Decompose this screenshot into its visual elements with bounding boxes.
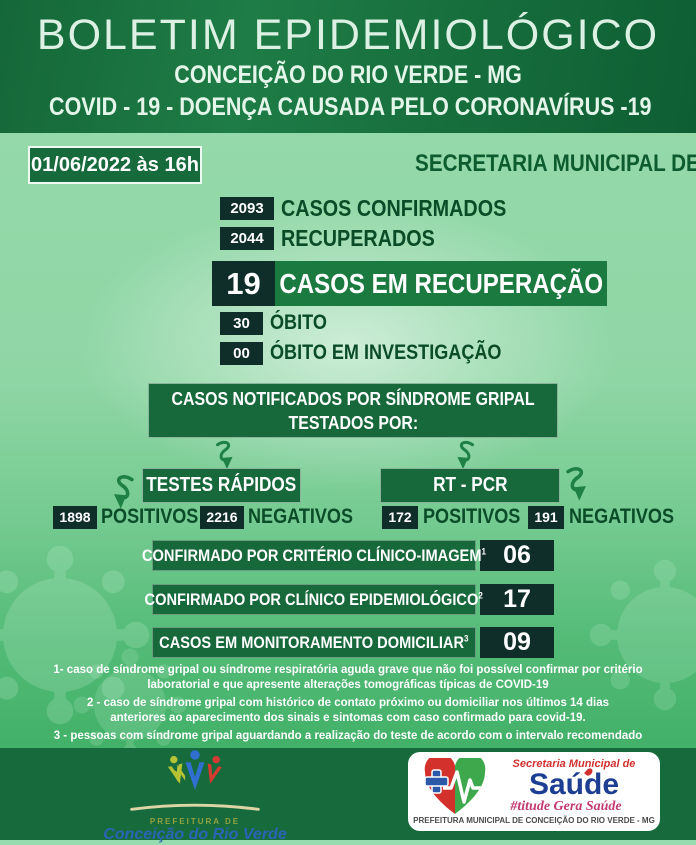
investigation-label: ÓBITO EM INVESTIGAÇÃO	[270, 341, 502, 364]
notified-cases-box: CASOS NOTIFICADOS POR SÍNDROME GRIPAL TE…	[148, 383, 558, 438]
people-logo-icon	[168, 750, 222, 791]
footnote-1: 1- caso de síndrome gripal ou síndrome r…	[53, 664, 643, 691]
pcr-positive-badge: 172	[382, 505, 418, 529]
pcr-positive-label: POSITIVOS	[423, 505, 521, 528]
pcr-negative-badge: 191	[528, 505, 564, 529]
curly-arrow-icon	[566, 466, 588, 503]
in-recovery-label-bar: CASOS EM RECUPERAÇÃO	[275, 261, 607, 306]
city-logo-small-text: PREFEITURA DE	[149, 817, 241, 826]
rapid-negative-label: NEGATIVOS	[248, 505, 354, 528]
clinical-epidemiological-bar: CONFIRMADO POR CLÍNICO EPIDEMIOLÓGICO2	[145, 584, 483, 615]
bottom-strip	[0, 840, 696, 845]
home-monitoring-bar: CASOS EM MONITORAMENTO DOMICILIAR3	[152, 627, 476, 658]
notified-line2: TESTADOS POR:	[288, 411, 418, 433]
confirmed-label: CASOS CONFIRMADOS	[281, 195, 507, 221]
confirmed-row: 2093 CASOS CONFIRMADOS	[220, 195, 543, 222]
rapid-positive-badge: 1898	[53, 505, 97, 529]
deaths-row: 30 ÓBITO	[220, 311, 336, 335]
city-subtitle: CONCEIÇÃO DO RIO VERDE - MG	[174, 61, 522, 89]
row-label: CONFIRMADO POR CLÍNICO EPIDEMIOLÓGICO	[144, 589, 479, 609]
clinical-image-row: CONFIRMADO POR CRITÉRIO CLÍNICO-IMAGEM1 …	[142, 540, 554, 571]
clinical-image-value: 06	[480, 540, 554, 571]
department-title: SECRETARIA MUNICIPAL DE SAÚDE	[415, 150, 696, 177]
cross-icon	[424, 769, 449, 794]
city-hall-logo: PREFEITURA DE Conceição do Rio Verde UMA…	[90, 749, 300, 845]
home-monitoring-row: CASOS EM MONITORAMENTO DOMICILIAR3 09	[152, 627, 554, 658]
recovered-label: RECUPERADOS	[281, 225, 435, 251]
deaths-label: ÓBITO	[270, 311, 327, 334]
page-title: BOLETIM EPIDEMIOLÓGICO	[36, 11, 660, 59]
investigation-count-badge: 00	[220, 341, 263, 365]
confirmed-count-badge: 2093	[220, 197, 274, 220]
recovered-count-badge: 2044	[220, 227, 274, 250]
health-logo-top-text: Secretaria Municipal de	[512, 758, 636, 770]
rapid-tests-box: TESTES RÁPIDOS	[142, 468, 301, 503]
home-monitoring-value: 09	[480, 627, 554, 658]
notified-line1: CASOS NOTIFICADOS POR SÍNDROME GRIPAL	[171, 387, 535, 409]
pcr-negative-row: 191 NEGATIVOS	[528, 505, 691, 529]
footnote-2: 2 - caso de síndrome gripal com históric…	[86, 697, 610, 724]
in-recovery-row: 19 CASOS EM RECUPERAÇÃO	[212, 261, 607, 306]
recovered-row: 2044 RECUPERADOS	[220, 225, 460, 252]
health-secretary-logo: Secretaria Municipal de Saúde #titude Ge…	[408, 752, 660, 831]
footnote-3: 3 - pessoas com síndrome gripal aguardan…	[53, 730, 643, 742]
rapid-positive-label: POSITIVOS	[101, 505, 199, 528]
arc-underline	[130, 803, 260, 811]
rapid-positive-row: 1898 POSITIVOS	[53, 505, 214, 529]
covid-subtitle: COVID - 19 - DOENÇA CAUSADA PELO CORONAV…	[49, 93, 652, 121]
row-label: CASOS EM MONITORAMENTO DOMICILIAR	[159, 632, 465, 652]
footnote-ref: 1	[481, 545, 486, 556]
heart-pulse-icon	[424, 758, 486, 814]
footnote-ref: 3	[464, 632, 469, 643]
pcr-positive-row: 172 POSITIVOS	[382, 505, 536, 529]
clinical-image-bar: CONFIRMADO POR CRITÉRIO CLÍNICO-IMAGEM1	[142, 540, 486, 571]
clinical-epidemiological-row: CONFIRMADO POR CLÍNICO EPIDEMIOLÓGICO2 1…	[145, 584, 554, 615]
date-badge: 01/06/2022 às 16h	[28, 146, 202, 184]
city-logo-name: Conceição do Rio Verde	[103, 826, 287, 843]
in-recovery-count-badge: 19	[212, 261, 275, 306]
rapid-negative-row: 2216 NEGATIVOS	[200, 505, 370, 529]
rapid-negative-badge: 2216	[200, 505, 244, 529]
clinical-epidemiological-value: 17	[480, 584, 554, 615]
deaths-count-badge: 30	[220, 311, 263, 335]
health-logo-slogan: #titude Gera Saúde	[510, 799, 622, 814]
footnote-ref: 2	[478, 589, 484, 600]
health-logo-name: Saúde	[528, 768, 620, 801]
pcr-negative-label: NEGATIVOS	[569, 505, 675, 528]
deaths-investigation-row: 00 ÓBITO EM INVESTIGAÇÃO	[220, 341, 539, 365]
header-band: BOLETIM EPIDEMIOLÓGICO CONCEIÇÃO DO RIO …	[0, 0, 696, 133]
rtpcr-box: RT - PCR	[380, 468, 560, 503]
health-logo-bottom-text: PREFEITURA MUNICIPAL DE CONCEIÇÃO DO RIO…	[413, 816, 655, 825]
footnotes: 1- caso de síndrome gripal ou síndrome r…	[0, 663, 696, 748]
row-label: CONFIRMADO POR CRITÉRIO CLÍNICO-IMAGEM	[142, 545, 482, 565]
